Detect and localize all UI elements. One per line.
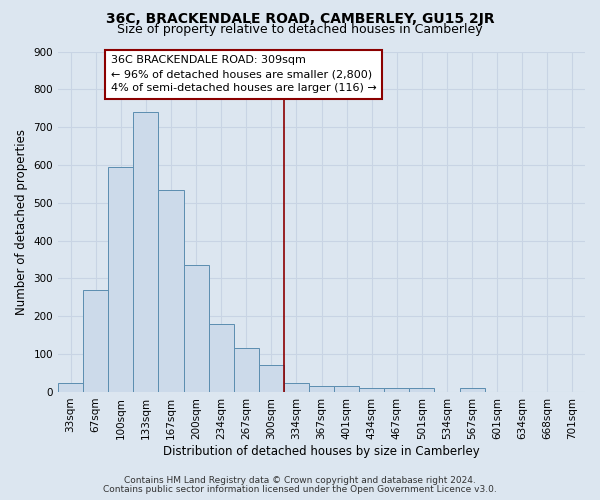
Bar bbox=[158, 190, 184, 392]
Bar bbox=[460, 388, 485, 392]
Text: Contains HM Land Registry data © Crown copyright and database right 2024.: Contains HM Land Registry data © Crown c… bbox=[124, 476, 476, 485]
Bar bbox=[83, 290, 108, 392]
Bar bbox=[108, 167, 133, 392]
Bar bbox=[334, 386, 359, 392]
Y-axis label: Number of detached properties: Number of detached properties bbox=[15, 128, 28, 314]
Bar bbox=[284, 382, 309, 392]
Bar bbox=[409, 388, 434, 392]
Bar bbox=[184, 265, 209, 392]
Text: 36C BRACKENDALE ROAD: 309sqm
← 96% of detached houses are smaller (2,800)
4% of : 36C BRACKENDALE ROAD: 309sqm ← 96% of de… bbox=[111, 55, 376, 93]
Bar bbox=[233, 348, 259, 392]
Text: Size of property relative to detached houses in Camberley: Size of property relative to detached ho… bbox=[117, 22, 483, 36]
Bar bbox=[384, 388, 409, 392]
X-axis label: Distribution of detached houses by size in Camberley: Distribution of detached houses by size … bbox=[163, 444, 480, 458]
Bar bbox=[209, 324, 233, 392]
Bar bbox=[133, 112, 158, 392]
Text: Contains public sector information licensed under the Open Government Licence v3: Contains public sector information licen… bbox=[103, 484, 497, 494]
Bar bbox=[309, 386, 334, 392]
Bar bbox=[259, 366, 284, 392]
Bar bbox=[58, 382, 83, 392]
Text: 36C, BRACKENDALE ROAD, CAMBERLEY, GU15 2JR: 36C, BRACKENDALE ROAD, CAMBERLEY, GU15 2… bbox=[106, 12, 494, 26]
Bar bbox=[359, 388, 384, 392]
